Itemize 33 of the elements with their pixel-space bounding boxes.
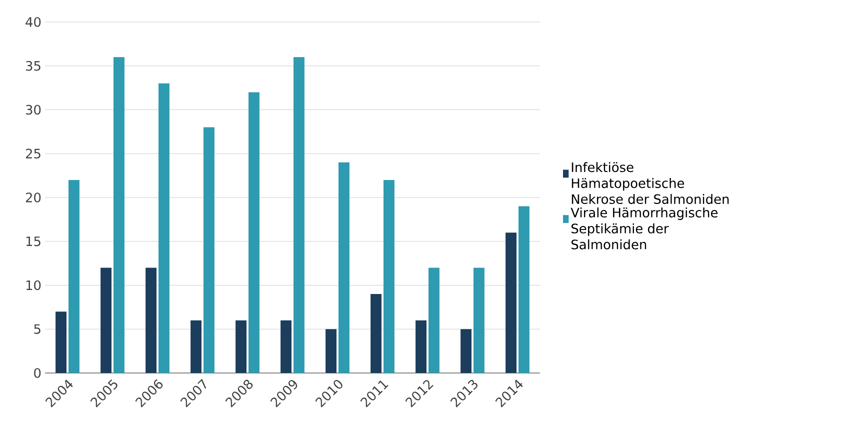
- bar: [248, 92, 260, 373]
- y-tick-label: 10: [26, 280, 41, 290]
- bar: [384, 180, 394, 373]
- bar: [474, 268, 484, 373]
- bar: [338, 162, 350, 373]
- y-tick-label: 35: [26, 60, 40, 71]
- legend-label: Virale Hämorrhagische Septikämie der Salmoniden: [570, 207, 718, 250]
- y-tick-label: 5: [34, 324, 40, 334]
- legend-label: Infektiöse Hämatopoetische Nekrose der Salmoniden: [572, 162, 729, 204]
- bar: [113, 57, 124, 373]
- y-tick-label: 0: [34, 368, 41, 378]
- y-tick-label: 20: [26, 192, 41, 202]
- bar: [203, 127, 214, 373]
- bar: [190, 320, 202, 373]
- bar: [506, 232, 517, 373]
- bar: [518, 206, 530, 373]
- bar: [158, 83, 170, 373]
- y-tick-label: 15: [26, 236, 40, 246]
- y-tick-label: 40: [26, 17, 41, 27]
- bar: [460, 329, 472, 373]
- bar: [370, 294, 382, 373]
- bar: [416, 320, 427, 373]
- bar: [326, 329, 337, 373]
- bar: [280, 320, 292, 373]
- bar: [294, 57, 304, 373]
- bar: [100, 268, 112, 373]
- bar: [428, 268, 440, 373]
- bar: [236, 320, 247, 373]
- y-tick-label: 25: [26, 148, 40, 159]
- bar: [68, 180, 80, 373]
- y-tick-label: 30: [26, 104, 41, 115]
- bar: [56, 312, 67, 373]
- bar: [146, 268, 157, 373]
